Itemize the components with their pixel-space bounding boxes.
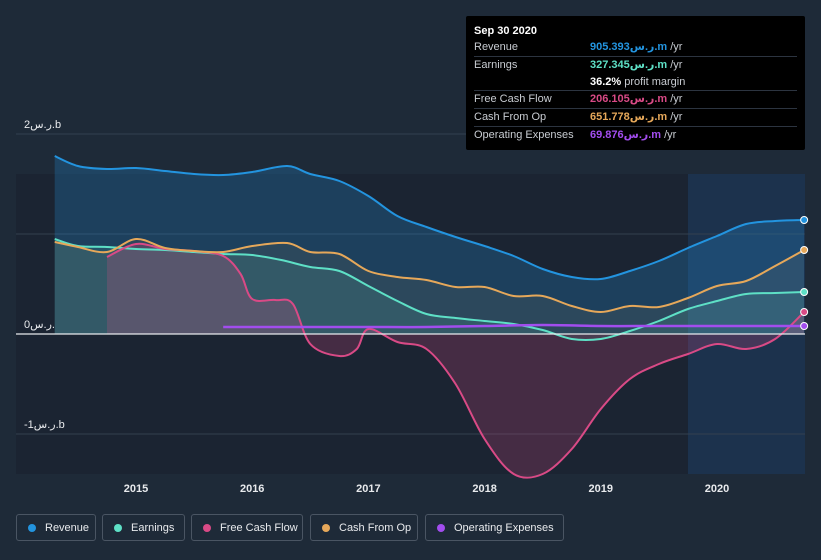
tooltip-label: [474, 74, 590, 91]
y-tick-label: 0ر.س.: [24, 319, 55, 331]
legend-dot: [28, 523, 36, 532]
free-cash-flow-area: [107, 243, 805, 478]
tooltip-unit: /yr: [670, 58, 683, 71]
tooltip-value: 905.393ر.س.m: [590, 41, 668, 53]
legend-operating-expenses[interactable]: Operating Expenses: [425, 514, 564, 541]
plot-background: [16, 174, 805, 474]
revenue-end-dot: [800, 216, 809, 224]
tooltip-row-revenue: Revenue 905.393ر.س.m /yr: [474, 39, 797, 56]
legend-label: Earnings: [131, 521, 175, 534]
tooltip-label: Earnings: [474, 58, 518, 71]
tooltip-date: Sep 30 2020: [474, 25, 537, 37]
legend-label: Cash From Op: [339, 521, 412, 534]
tooltip-row-opex: Operating Expenses 69.876ر.س.m /yr: [474, 125, 797, 144]
x-tick-label: 2019: [589, 483, 613, 495]
tooltip-label: Free Cash Flow: [474, 93, 552, 106]
legend-free-cash-flow[interactable]: Free Cash Flow: [191, 514, 303, 541]
tooltip: Sep 30 2020 Revenue 905.393ر.س.m /yr Ear…: [466, 16, 805, 150]
tooltip-row-profit-margin: 36.2% profit margin: [474, 74, 797, 91]
y-tick-label: -1ر.س.b: [24, 419, 65, 431]
tooltip-unit: /yr: [670, 111, 683, 124]
legend-label: Operating Expenses: [454, 521, 554, 534]
legend-dot: [437, 523, 445, 532]
x-tick-label: 2016: [240, 483, 264, 495]
cash-from-op-end-dot: [800, 246, 809, 254]
tooltip-row-cfo: Cash From Op 651.778ر.س.m /yr: [474, 108, 797, 126]
tooltip-value: 69.876ر.س.m: [590, 128, 662, 141]
tooltip-label: Operating Expenses: [474, 128, 574, 141]
tooltip-label: Revenue: [474, 41, 519, 53]
x-tick-label: 2020: [705, 483, 729, 495]
legend-dot: [322, 523, 330, 532]
tooltip-row-earnings: Earnings 327.345ر.س.m /yr: [474, 55, 797, 74]
x-tick-label: 2015: [124, 483, 148, 495]
legend-cash-from-op[interactable]: Cash From Op: [310, 514, 418, 541]
legend-earnings[interactable]: Earnings: [102, 514, 185, 541]
y-tick-label: 2ر.س.b: [24, 119, 61, 131]
free-cash-flow-line: [106, 242, 805, 479]
cash-from-op-line: [54, 237, 805, 313]
legend-label: Free Cash Flow: [220, 521, 298, 534]
tooltip-value: 651.778ر.س.m: [590, 111, 668, 124]
legend-dot: [114, 523, 122, 532]
tooltip-value: 327.345ر.س.m: [590, 58, 668, 71]
earnings-area: [54, 239, 805, 341]
free-cash-flow-end-dot: [800, 308, 809, 316]
legend-label: Revenue: [45, 521, 90, 534]
tooltip-value: 206.105ر.س.m: [590, 93, 668, 106]
revenue-area: [54, 156, 805, 334]
x-tick-label: 2017: [356, 483, 380, 495]
tooltip-row-fcf: Free Cash Flow 206.105ر.س.m /yr: [474, 90, 797, 108]
cash-from-op-area: [54, 238, 805, 334]
revenue-line: [54, 155, 805, 281]
legend-dot: [203, 523, 211, 532]
tooltip-unit: /yr: [664, 128, 677, 141]
earnings-end-dot: [800, 288, 809, 296]
tooltip-label: Cash From Op: [474, 111, 547, 124]
tooltip-unit: /yr: [670, 93, 683, 106]
tooltip-unit: profit margin: [624, 75, 686, 88]
operating-expenses-line: [223, 323, 805, 329]
operating-expenses-end-dot: [800, 322, 809, 330]
x-tick-label: 2018: [472, 483, 496, 495]
tooltip-unit: /yr: [670, 41, 683, 53]
legend-revenue[interactable]: Revenue: [16, 514, 96, 541]
tooltip-value: 36.2%: [590, 75, 622, 88]
